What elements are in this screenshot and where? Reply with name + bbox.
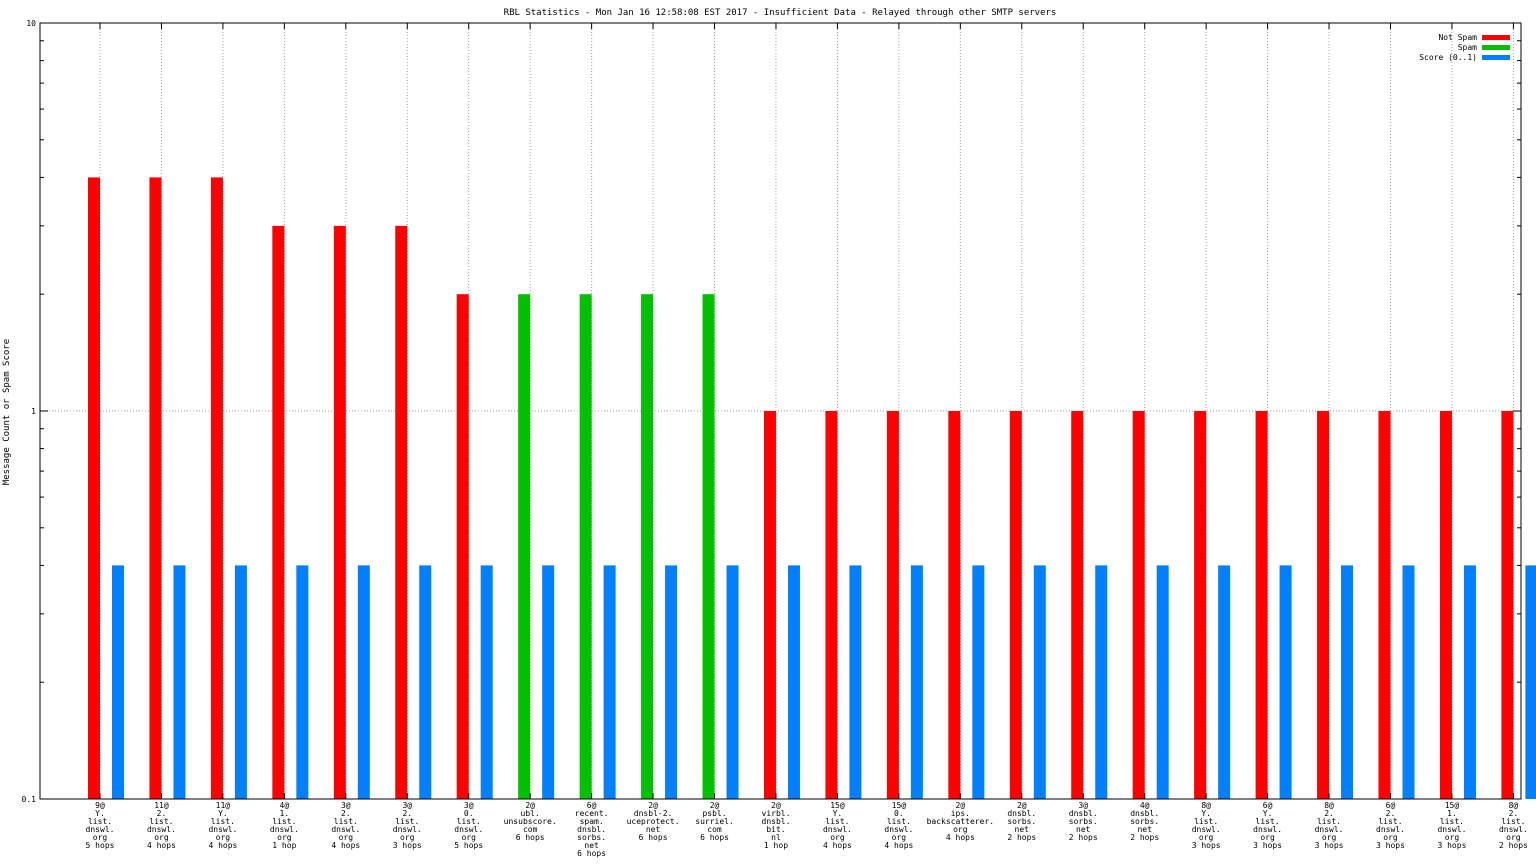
- not-spam-bar: [1317, 411, 1330, 799]
- x-tick-label: 3@ 0. list. dnswl. org 5 hops: [454, 801, 483, 850]
- chart-title: RBL Statistics - Mon Jan 16 12:58:08 EST…: [504, 8, 1057, 18]
- not-spam-bar: [88, 177, 100, 799]
- x-tick-label: 3@ dnsbl. sorbs. net 2 hops: [1069, 801, 1098, 842]
- score-bar: [1463, 565, 1476, 799]
- score-bar: [726, 565, 739, 799]
- bar-marks: [88, 177, 1536, 799]
- x-tick-label: 15@ 0. list. dnswl. org 4 hops: [884, 801, 913, 850]
- score-bar: [1341, 565, 1354, 799]
- x-tick-label: 9@ Y. list. dnswl. org 5 hops: [86, 801, 115, 850]
- score-bar: [173, 565, 186, 799]
- grid-lines: [40, 23, 1521, 799]
- legend-swatch: [1482, 45, 1510, 50]
- x-tick-label: 4@ dnsbl. sorbs. net 2 hops: [1130, 801, 1159, 842]
- score-bar: [296, 565, 309, 799]
- not-spam-bar: [1255, 411, 1268, 799]
- y-axis-label: Message Count or Spam Score: [2, 339, 12, 485]
- x-tick-label: 6@ recent. spam. dnsbl. sorbs. net 6 hops: [575, 801, 609, 858]
- legend-label: Not Spam: [1438, 33, 1477, 42]
- not-spam-bar: [1439, 411, 1452, 799]
- axis-ticks: 10 1 0.1: [22, 19, 1521, 804]
- x-tick-label: 3@ 2. list. dnswl. org 3 hops: [393, 801, 422, 850]
- x-tick-label: 8@ Y. list. dnswl. org 3 hops: [1192, 801, 1221, 850]
- x-tick-label: 2@ ubl. unsubscore. com 6 hops: [504, 801, 557, 842]
- spam-bar: [579, 294, 592, 799]
- score-bar: [1156, 565, 1169, 799]
- x-tick-label: 11@ 2. list. dnswl. org 4 hops: [147, 801, 176, 850]
- not-spam-bar: [210, 177, 223, 799]
- score-bar: [1279, 565, 1292, 799]
- not-spam-bar: [1378, 411, 1391, 799]
- x-tick-label: 15@ Y. list. dnswl. org 4 hops: [823, 801, 852, 850]
- not-spam-bar: [1501, 411, 1514, 799]
- x-tick-label: 2@ dnsbl. sorbs. net 2 hops: [1007, 801, 1036, 842]
- not-spam-bar: [149, 177, 162, 799]
- legend-swatch: [1482, 35, 1510, 40]
- legend-label: Spam: [1458, 43, 1477, 52]
- score-bar: [234, 565, 247, 799]
- score-bar: [1095, 565, 1108, 799]
- x-tick-labels: 9@ Y. list. dnswl. org 5 hops 11@ 2. list. dnswl.…: [86, 801, 1528, 858]
- x-tick-label: 6@ 2. list. dnswl. org 3 hops: [1376, 801, 1405, 850]
- not-spam-bar: [763, 411, 776, 799]
- score-bar: [542, 565, 555, 799]
- not-spam-bar: [825, 411, 838, 799]
- x-tick-label: 6@ Y. list. dnswl. org 3 hops: [1253, 801, 1282, 850]
- score-bar: [910, 565, 923, 799]
- score-bar: [787, 565, 800, 799]
- spam-bar: [641, 294, 654, 799]
- not-spam-bar: [1071, 411, 1084, 799]
- x-tick-label: 2@ ips. backscatterer. org 4 hops: [927, 801, 994, 842]
- score-bar: [419, 565, 432, 799]
- y-tick-label: 10: [26, 19, 36, 28]
- score-bar: [1525, 565, 1536, 799]
- not-spam-bar: [1132, 411, 1145, 799]
- score-bar: [112, 565, 124, 799]
- not-spam-bar: [333, 225, 346, 799]
- not-spam-bar: [1009, 411, 1022, 799]
- not-spam-bar: [1194, 411, 1207, 799]
- spam-bar: [702, 294, 715, 799]
- x-tick-label: 8@ 2. list. dnswl. org 3 hops: [1315, 801, 1344, 850]
- not-spam-bar: [886, 411, 899, 799]
- legend-label: Score (0..1): [1419, 53, 1477, 62]
- not-spam-bar: [395, 225, 408, 799]
- not-spam-bar: [456, 294, 469, 799]
- score-bar: [357, 565, 370, 799]
- score-bar: [1033, 565, 1046, 799]
- score-bar: [480, 565, 493, 799]
- score-bar: [849, 565, 862, 799]
- score-bar: [603, 565, 616, 799]
- not-spam-bar: [272, 225, 285, 799]
- x-tick-label: 8@ 2. list. dnswl. org 2 hops: [1499, 801, 1528, 850]
- score-bar: [665, 565, 678, 799]
- score-bar: [1402, 565, 1415, 799]
- y-tick-label: 1: [31, 407, 36, 416]
- x-tick-label: 4@ 1. list. dnswl. org 1 hop: [270, 801, 299, 850]
- not-spam-bar: [948, 411, 961, 799]
- score-bar: [972, 565, 985, 799]
- x-tick-label: 3@ 2. list. dnswl. org 4 hops: [331, 801, 360, 850]
- x-tick-label: 2@ dnsbl-2. uceprotect. net 6 hops: [627, 801, 680, 842]
- x-tick-label: 11@ Y. list. dnswl. org 4 hops: [208, 801, 237, 850]
- score-bar: [1218, 565, 1231, 799]
- x-tick-label: 15@ 1. list. dnswl. org 3 hops: [1437, 801, 1466, 850]
- legend-swatch: [1482, 55, 1510, 60]
- x-tick-label: 2@ virbl. dnsbl. bit. nl 1 hop: [762, 801, 791, 850]
- x-tick-label: 2@ psbl. surriel. com 6 hops: [695, 801, 734, 842]
- y-tick-label: 0.1: [22, 795, 37, 804]
- spam-bar: [518, 294, 531, 799]
